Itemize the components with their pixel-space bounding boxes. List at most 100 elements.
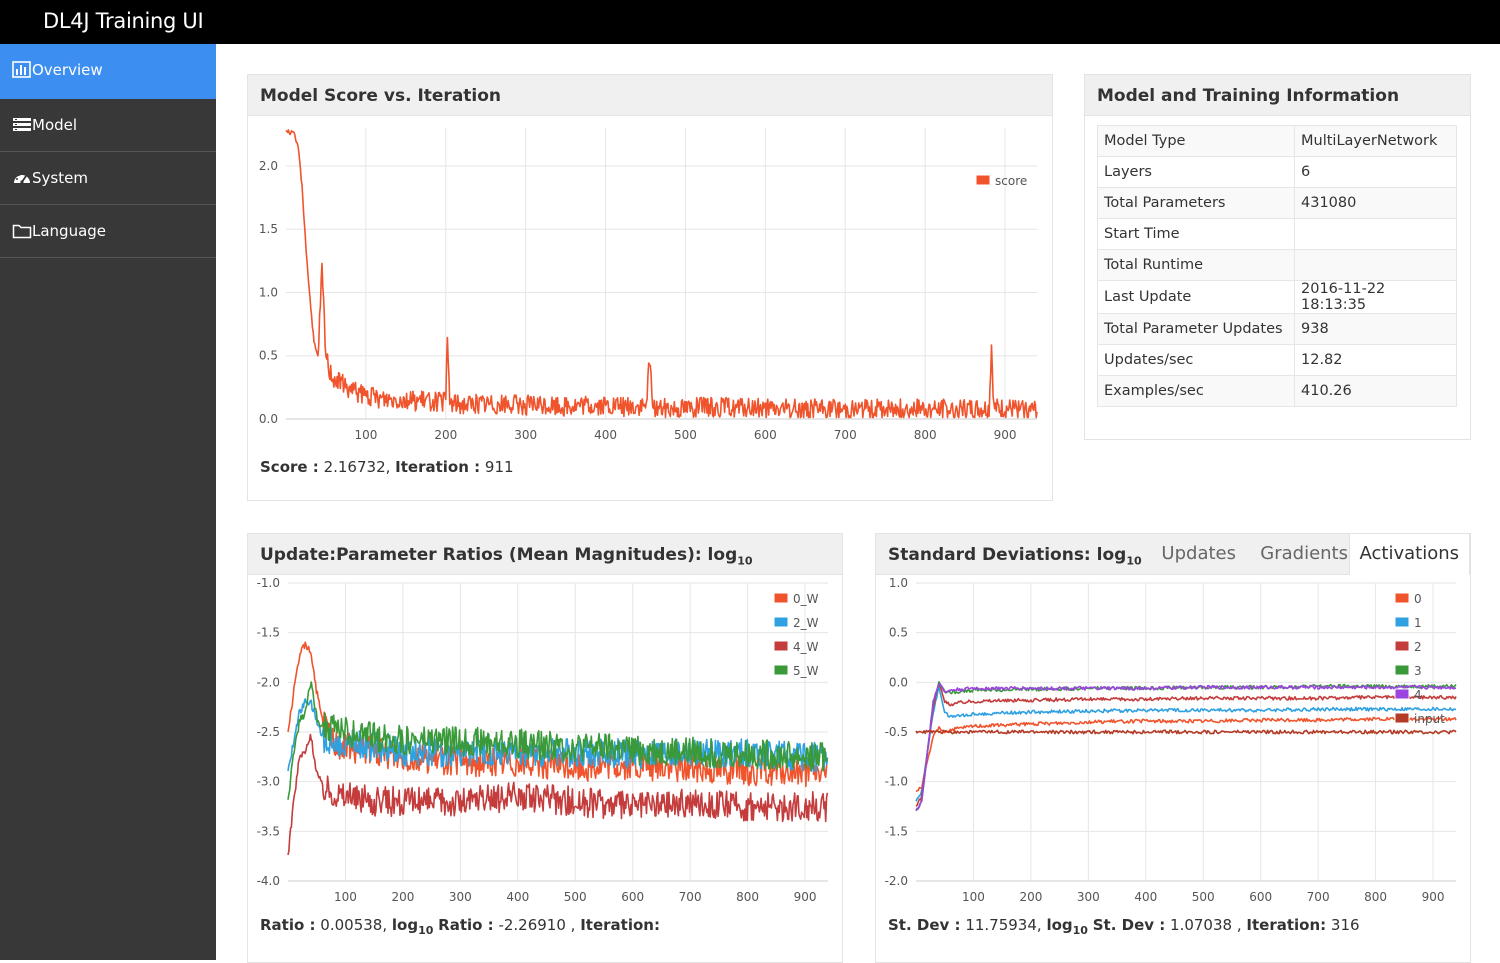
panel-title: Update:Parameter Ratios (Mean Magnitudes… bbox=[260, 545, 753, 567]
x-tick-label: 700 bbox=[834, 428, 857, 442]
y-tick-label: -1.5 bbox=[885, 824, 908, 838]
y-tick-label: -1.0 bbox=[885, 775, 908, 789]
iteration-label: Iteration: bbox=[580, 916, 660, 934]
x-tick-label: 700 bbox=[1307, 890, 1330, 904]
info-key: Examples/sec bbox=[1097, 375, 1295, 407]
x-tick-label: 200 bbox=[434, 428, 457, 442]
iteration-value: 911 bbox=[484, 458, 514, 476]
y-tick-label: 2.0 bbox=[259, 159, 278, 173]
info-value: 431080 bbox=[1294, 187, 1457, 219]
legend-label-5_W: 5_W bbox=[793, 664, 819, 678]
legend-label-4_W: 4_W bbox=[793, 640, 819, 654]
info-key: Layers bbox=[1097, 156, 1295, 188]
x-tick-label: 900 bbox=[1422, 890, 1445, 904]
ratio-readout: Ratio : 0.00538, log10 Ratio : -2.26910 … bbox=[260, 916, 660, 937]
legend-label-2_W: 2_W bbox=[793, 616, 819, 630]
legend-label-2: 2 bbox=[1414, 640, 1422, 654]
log-ratio-label: Ratio : bbox=[438, 916, 494, 934]
y-tick-label: -1.5 bbox=[257, 626, 280, 640]
panel-title: Standard Deviations: log10 bbox=[888, 545, 1142, 567]
info-key: Updates/sec bbox=[1097, 344, 1295, 376]
title-subscript: 10 bbox=[1126, 554, 1142, 568]
legend-label-4: 4 bbox=[1414, 688, 1422, 702]
x-tick-label: 600 bbox=[1249, 890, 1272, 904]
x-tick-label: 800 bbox=[914, 428, 937, 442]
series-line-5_W bbox=[287, 681, 829, 800]
tab-gradients[interactable]: Gradients bbox=[1260, 543, 1348, 564]
x-tick-label: 200 bbox=[1019, 890, 1042, 904]
info-row: Total Parameter Updates 938 bbox=[1097, 313, 1457, 345]
main-content: Model Score vs. Iteration 100 200 300 400 50… bbox=[216, 44, 1500, 963]
log-stdev-label: St. Dev : bbox=[1092, 916, 1166, 934]
x-tick-label: 100 bbox=[962, 890, 985, 904]
panel-title-text: Standard Deviations: log bbox=[888, 545, 1127, 565]
legend-swatch-2_W bbox=[773, 616, 789, 628]
x-tick-label: 700 bbox=[679, 890, 702, 904]
y-tick-label: 0.0 bbox=[259, 412, 278, 426]
sidebar-item-overview[interactable]: Overview bbox=[0, 44, 216, 99]
info-key: Start Time bbox=[1097, 218, 1295, 250]
x-tick-label: 400 bbox=[594, 428, 617, 442]
title-subscript: 10 bbox=[737, 554, 753, 568]
ratio-label: Ratio : bbox=[260, 916, 316, 934]
x-tick-label: 100 bbox=[354, 428, 377, 442]
legend-swatch-input bbox=[1394, 712, 1410, 724]
ratios-panel: Update:Parameter Ratios (Mean Magnitudes… bbox=[247, 533, 843, 963]
legend-swatch-0_W bbox=[773, 592, 789, 604]
log-ratio-value: -2.26910 , bbox=[498, 916, 576, 934]
log-label: log bbox=[1046, 916, 1073, 934]
info-value bbox=[1294, 249, 1457, 281]
tab-updates[interactable]: Updates bbox=[1161, 543, 1236, 564]
info-row: Total Parameters 431080 bbox=[1097, 187, 1457, 219]
legend-swatch-4 bbox=[1394, 688, 1410, 700]
legend-label-0: 0 bbox=[1414, 592, 1422, 606]
y-tick-label: 0.5 bbox=[259, 349, 278, 363]
x-tick-label: 500 bbox=[564, 890, 587, 904]
list-icon bbox=[12, 116, 32, 134]
info-key: Model Type bbox=[1097, 125, 1295, 157]
x-tick-label: 500 bbox=[1192, 890, 1215, 904]
stdev-readout: St. Dev : 11.75934, log10 St. Dev : 1.07… bbox=[888, 916, 1360, 937]
log-subscript: 10 bbox=[1072, 924, 1088, 937]
legend-label-3: 3 bbox=[1414, 664, 1422, 678]
info-value: MultiLayerNetwork bbox=[1294, 125, 1457, 157]
sidebar-item-system[interactable]: System bbox=[0, 152, 216, 205]
y-tick-label: 0.5 bbox=[889, 626, 908, 640]
panel-header: Standard Deviations: log10 Updates Gradi… bbox=[876, 534, 1470, 575]
series-line-3 bbox=[915, 681, 1457, 812]
info-key: Total Parameters bbox=[1097, 187, 1295, 219]
tab-activations[interactable]: Activations bbox=[1348, 534, 1470, 575]
score-chart: 100 200 300 400 500 600 700 800 900 0.0 0.5 1.0 1.5 2… bbox=[259, 128, 1038, 442]
log-subscript: 10 bbox=[418, 924, 434, 937]
x-tick-label: 900 bbox=[794, 890, 817, 904]
x-tick-label: 600 bbox=[621, 890, 644, 904]
model-info-table: Model Type MultiLayerNetwork Layers 6 Total … bbox=[1097, 125, 1457, 407]
sidebar-item-language[interactable]: Language bbox=[0, 205, 216, 258]
stdev-chart: 100 200 300 400 500 600 700 800 900 -2.0 -1.5 -1.0 -… bbox=[885, 576, 1457, 904]
x-tick-label: 300 bbox=[1077, 890, 1100, 904]
folder-icon bbox=[12, 222, 32, 240]
log-stdev-value: 1.07038 , bbox=[1170, 916, 1242, 934]
info-value: 410.26 bbox=[1294, 375, 1457, 407]
info-key: Total Parameter Updates bbox=[1097, 313, 1295, 345]
model-info-panel: Model and Training Information Model Typ… bbox=[1084, 74, 1471, 440]
stdev-label: St. Dev : bbox=[888, 916, 961, 934]
legend-label-1: 1 bbox=[1414, 616, 1422, 630]
series-line-score bbox=[285, 129, 1038, 419]
app-title[interactable]: DL4J Training UI bbox=[43, 9, 204, 33]
panel-header: Model and Training Information bbox=[1085, 75, 1470, 116]
series-line-0_W bbox=[287, 641, 829, 788]
series-line-input bbox=[915, 729, 1457, 735]
panel-title: Model Score vs. Iteration bbox=[260, 86, 502, 106]
panel-title-text: Update:Parameter Ratios (Mean Magnitudes… bbox=[260, 545, 738, 565]
sidebar-item-model[interactable]: Model bbox=[0, 99, 216, 152]
x-tick-label: 800 bbox=[736, 890, 759, 904]
info-key: Total Runtime bbox=[1097, 249, 1295, 281]
y-tick-label: -0.5 bbox=[885, 725, 908, 739]
y-tick-label: -4.0 bbox=[257, 874, 280, 888]
log-label: log bbox=[391, 916, 419, 934]
info-row: Start Time bbox=[1097, 218, 1457, 250]
y-tick-label: -2.5 bbox=[257, 725, 280, 739]
x-tick-label: 300 bbox=[449, 890, 472, 904]
sidebar-item-label: Overview bbox=[32, 61, 103, 79]
